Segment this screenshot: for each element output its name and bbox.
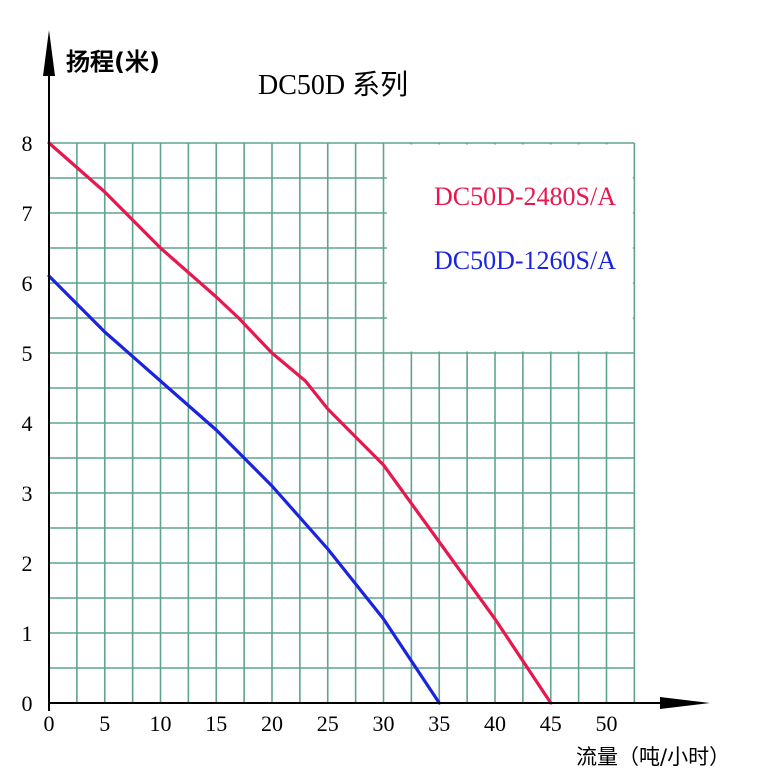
y-tick-label: 3 [22, 481, 33, 506]
y-tick-label: 8 [22, 131, 33, 156]
legend-entry-1: DC50D-2480S/A [434, 182, 616, 211]
x-tick-label: 40 [484, 711, 506, 736]
y-axis-arrow [43, 30, 55, 76]
y-axis-title: 扬程(米) [66, 48, 160, 76]
x-tick-label: 0 [44, 711, 55, 736]
x-tick-label: 25 [317, 711, 339, 736]
x-tick-label: 10 [150, 711, 172, 736]
x-tick-label: 5 [99, 711, 110, 736]
series-line-2 [47, 274, 441, 705]
x-tick-label: 30 [373, 711, 395, 736]
y-tick-label: 7 [22, 201, 33, 226]
x-tick-label: 50 [596, 711, 618, 736]
legend-entry-2: DC50D-1260S/A [434, 246, 616, 275]
x-axis-title: 流量（吨/小时） [576, 745, 730, 769]
legend-box [386, 144, 633, 352]
legend: DC50D-2480S/A DC50D-1260S/A [434, 182, 616, 275]
y-tick-label: 4 [22, 411, 33, 436]
y-tick-label: 0 [22, 691, 33, 716]
series-line-1 [47, 141, 553, 705]
axes [43, 30, 710, 711]
chart-title: DC50D 系列 [258, 69, 408, 101]
x-tick-label: 15 [205, 711, 227, 736]
y-tick-label: 5 [22, 341, 33, 366]
x-tick-label: 20 [261, 711, 283, 736]
series-lines [47, 141, 553, 705]
y-tick-label: 1 [22, 621, 33, 646]
x-tick-label: 45 [540, 711, 562, 736]
y-tick-label: 6 [22, 271, 33, 296]
x-axis-arrow [660, 697, 710, 709]
y-tick-label: 2 [22, 551, 33, 576]
x-tick-label: 35 [428, 711, 450, 736]
